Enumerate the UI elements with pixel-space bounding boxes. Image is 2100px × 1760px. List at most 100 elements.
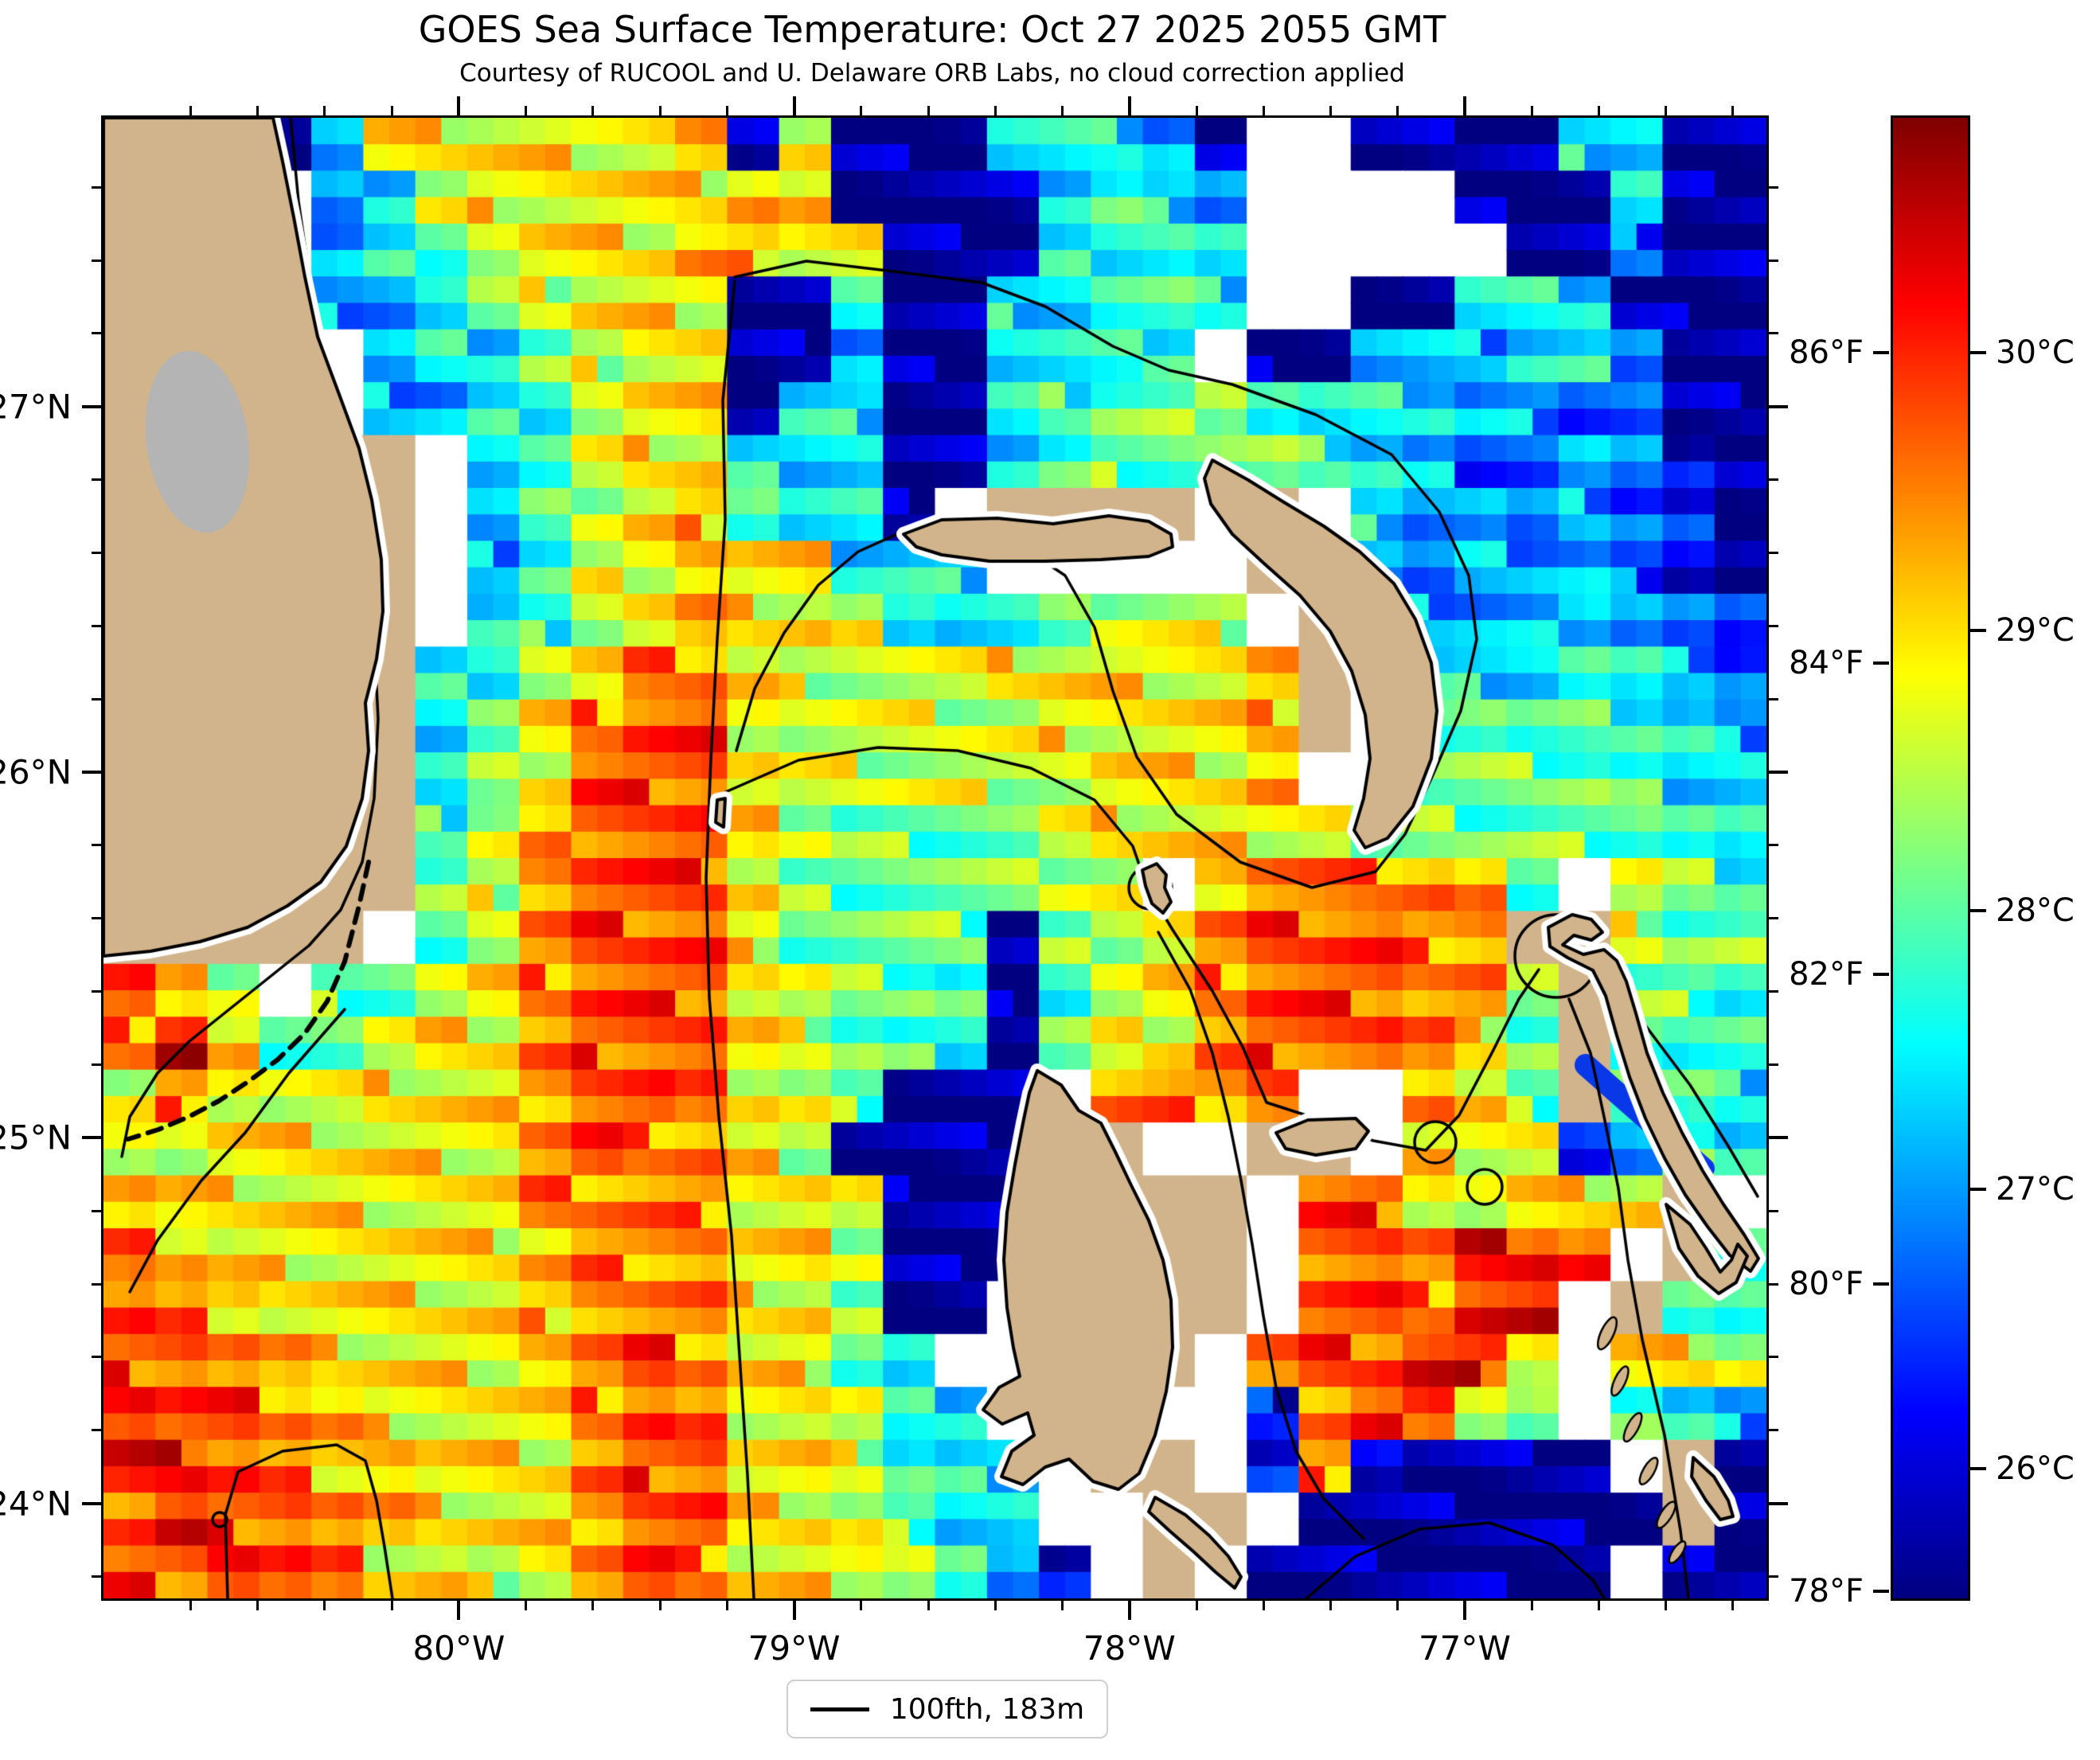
celsius-tick <box>1970 629 1986 633</box>
x-minor-tick-top <box>1061 106 1064 115</box>
x-minor-tick <box>1597 1601 1600 1610</box>
y-minor-tick-right <box>1769 1063 1778 1066</box>
y-minor-tick-right <box>1769 1429 1778 1432</box>
x-minor-tick-top <box>860 106 863 115</box>
x-minor-tick-top <box>1262 106 1265 115</box>
y-minor-tick <box>92 1209 101 1212</box>
fahrenheit-tick <box>1873 661 1889 665</box>
y-minor-tick-right <box>1769 185 1778 189</box>
y-major-tick <box>82 771 101 775</box>
x-minor-tick <box>390 1601 393 1610</box>
chart-subtitle: Courtesy of RUCOOL and U. Delaware ORB L… <box>459 59 1405 88</box>
temperature-colorbar <box>1891 115 1970 1601</box>
x-tick-label: 78°W <box>1083 1629 1176 1668</box>
x-major-tick <box>1127 1601 1131 1620</box>
y-minor-tick <box>92 332 101 335</box>
y-minor-tick <box>92 185 101 189</box>
y-minor-tick <box>92 1282 101 1286</box>
x-minor-tick-top <box>725 106 728 115</box>
y-minor-tick <box>92 1429 101 1432</box>
y-major-tick-right <box>1769 404 1788 408</box>
x-major-tick-top <box>792 96 796 115</box>
y-minor-tick-right <box>1769 990 1778 993</box>
x-major-tick-top <box>1127 96 1131 115</box>
fahrenheit-label: 86°F <box>1789 334 1864 371</box>
y-minor-tick-right <box>1769 624 1778 627</box>
x-minor-tick <box>1530 1601 1533 1610</box>
x-minor-tick <box>1195 1601 1198 1610</box>
y-minor-tick <box>92 1063 101 1066</box>
x-minor-tick <box>525 1601 528 1610</box>
fahrenheit-tick <box>1873 350 1889 354</box>
x-minor-tick-top <box>390 106 393 115</box>
x-minor-tick-top <box>189 106 192 115</box>
y-minor-tick <box>92 552 101 555</box>
x-minor-tick <box>993 1601 997 1610</box>
fahrenheit-label: 84°F <box>1789 645 1864 682</box>
x-minor-tick-top <box>1329 106 1332 115</box>
sst-heatmap-canvas <box>103 118 1766 1598</box>
y-minor-tick-right <box>1769 259 1778 262</box>
fahrenheit-label: 82°F <box>1789 955 1864 993</box>
y-tick-label: 25°N <box>0 1118 72 1157</box>
x-minor-tick-top <box>1195 106 1198 115</box>
y-minor-tick-right <box>1769 332 1778 335</box>
x-minor-tick-top <box>256 106 260 115</box>
x-minor-tick <box>591 1601 595 1610</box>
x-minor-tick <box>1262 1601 1265 1610</box>
colorbar-gradient-canvas <box>1893 118 1968 1598</box>
y-minor-tick <box>92 917 101 920</box>
y-minor-tick-right <box>1769 478 1778 482</box>
fahrenheit-label: 80°F <box>1789 1265 1864 1302</box>
x-minor-tick <box>1329 1601 1332 1610</box>
x-minor-tick <box>1731 1601 1735 1610</box>
x-tick-label: 79°W <box>747 1629 841 1668</box>
x-minor-tick-top <box>1396 106 1399 115</box>
fahrenheit-tick <box>1873 1590 1889 1594</box>
y-major-tick <box>82 1501 101 1505</box>
y-minor-tick-right <box>1769 1575 1778 1578</box>
celsius-label: 28°C <box>1996 892 2075 929</box>
y-major-tick-right <box>1769 771 1788 775</box>
x-minor-tick-top <box>658 106 662 115</box>
celsius-tick <box>1970 1187 1986 1191</box>
x-minor-tick <box>256 1601 260 1610</box>
fahrenheit-tick <box>1873 1282 1889 1286</box>
x-minor-tick-top <box>1597 106 1600 115</box>
x-minor-tick-top <box>1665 106 1668 115</box>
y-minor-tick-right <box>1769 1282 1778 1286</box>
x-minor-tick-top <box>1530 106 1533 115</box>
chart-title: GOES Sea Surface Temperature: Oct 27 202… <box>418 8 1446 51</box>
x-minor-tick-top <box>927 106 930 115</box>
y-minor-tick-right <box>1769 844 1778 847</box>
x-tick-label: 80°W <box>412 1629 505 1668</box>
y-major-tick-right <box>1769 1501 1788 1505</box>
celsius-tick <box>1970 908 1986 912</box>
celsius-label: 26°C <box>1996 1450 2075 1488</box>
y-minor-tick <box>92 624 101 627</box>
legend: 100fth, 183m <box>787 1680 1108 1739</box>
celsius-label: 27°C <box>1996 1170 2075 1208</box>
y-minor-tick <box>92 697 101 700</box>
legend-label: 100fth, 183m <box>889 1692 1085 1726</box>
x-major-tick <box>1462 1601 1466 1620</box>
y-minor-tick-right <box>1769 1356 1778 1359</box>
y-minor-tick <box>92 1575 101 1578</box>
y-minor-tick-right <box>1769 917 1778 920</box>
y-major-tick <box>82 404 101 408</box>
fahrenheit-tick <box>1873 972 1889 976</box>
x-minor-tick <box>658 1601 662 1610</box>
x-minor-tick-top <box>323 106 326 115</box>
y-minor-tick <box>92 478 101 482</box>
x-major-tick-top <box>457 96 461 115</box>
x-major-tick <box>792 1601 796 1620</box>
y-minor-tick-right <box>1769 1209 1778 1212</box>
y-minor-tick-right <box>1769 697 1778 700</box>
isobath-line-sample <box>810 1707 869 1711</box>
celsius-label: 29°C <box>1996 612 2075 650</box>
x-minor-tick-top <box>993 106 997 115</box>
y-major-tick <box>82 1136 101 1140</box>
x-major-tick-top <box>1462 96 1466 115</box>
y-minor-tick-right <box>1769 552 1778 555</box>
celsius-tick <box>1970 350 1986 354</box>
